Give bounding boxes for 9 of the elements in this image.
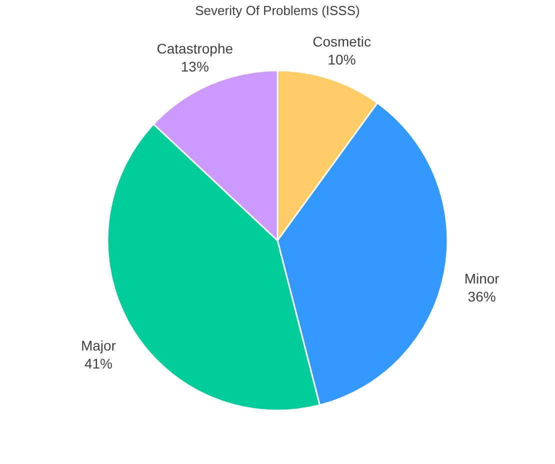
data-label: 41%: [84, 355, 112, 372]
data-label: 36%: [468, 288, 496, 304]
slice-label: Cosmetic: [312, 34, 371, 50]
slice-label: Major: [80, 337, 116, 354]
slice-label: Minor: [464, 270, 500, 286]
chart-title: Severity Of Problems (ISSS): [195, 3, 360, 18]
slice-label: Catastrophe: [156, 40, 234, 57]
data-label: 13%: [180, 58, 209, 75]
data-label: 10%: [328, 52, 356, 68]
